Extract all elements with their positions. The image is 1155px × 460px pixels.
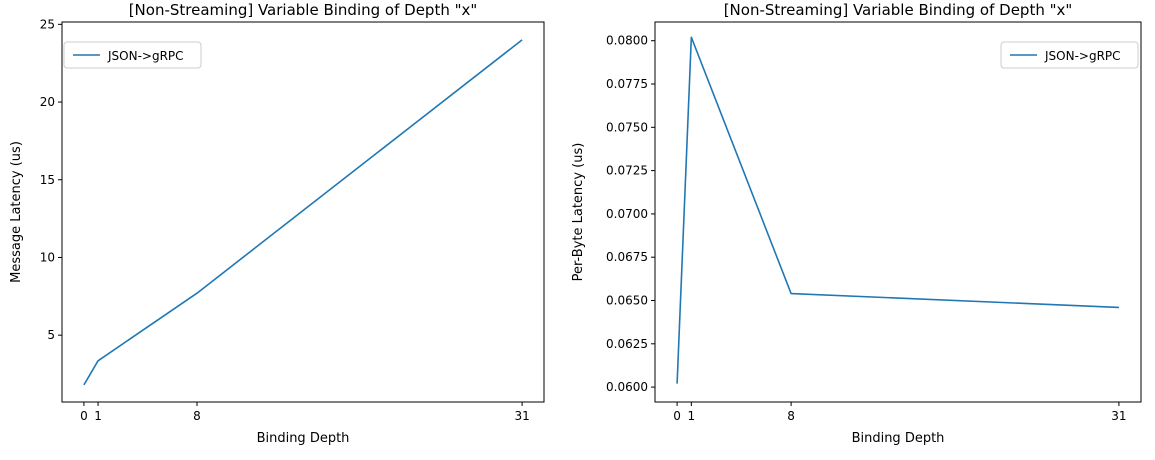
x-tick-label: 8	[787, 409, 795, 423]
y-tick-label: 0.0675	[606, 250, 648, 264]
y-tick-label: 0.0700	[606, 207, 648, 221]
x-axis-label: Binding Depth	[257, 431, 350, 446]
y-tick-label: 0.0625	[606, 337, 648, 351]
y-tick-label: 0.0800	[606, 34, 648, 48]
y-tick-label: 20	[40, 95, 55, 109]
chart-right: [Non-Streaming] Variable Binding of Dept…	[571, 1, 1142, 446]
y-tick-label: 15	[40, 173, 55, 187]
y-tick-label: 0.0725	[606, 164, 648, 178]
x-tick-label: 31	[514, 409, 529, 423]
legend-label: JSON->gRPC	[107, 49, 184, 63]
chart-title: [Non-Streaming] Variable Binding of Dept…	[129, 1, 478, 19]
y-tick-label: 0.0650	[606, 294, 648, 308]
x-tick-label: 1	[688, 409, 696, 423]
x-axis-label: Binding Depth	[852, 431, 945, 446]
tick-group: 0 1 8 31 0.0600 0.0625 0.0650 0.0675 0.0700 0.072…	[606, 34, 1127, 423]
series-group	[676, 36, 1119, 384]
x-tick-label: 0	[673, 409, 681, 423]
y-tick-label: 0.0600	[606, 380, 648, 394]
y-axis-label: Per-Byte Latency (us)	[571, 143, 586, 282]
chart-left: [Non-Streaming] Variable Binding of Dept…	[9, 1, 545, 446]
legend-box	[1000, 41, 1139, 69]
y-tick-label: 0.0750	[606, 120, 648, 134]
tick-group: 0 1 8 31 5 10 15 20 25	[40, 17, 530, 423]
y-tick-label: 25	[40, 17, 55, 31]
series-line-json-grpc	[676, 36, 1119, 384]
x-tick-label: 8	[193, 409, 201, 423]
chart-title: [Non-Streaming] Variable Binding of Dept…	[724, 1, 1073, 19]
x-tick-label: 0	[80, 409, 88, 423]
legend: JSON->gRPC	[63, 41, 202, 69]
plot-area-left	[61, 21, 545, 403]
legend: JSON->gRPC	[1000, 41, 1139, 69]
x-tick-label: 1	[94, 409, 102, 423]
y-axis-label: Message Latency (us)	[9, 141, 24, 283]
plot-area-right	[654, 21, 1142, 403]
legend-label: JSON->gRPC	[1044, 49, 1121, 63]
x-tick-label: 31	[1111, 409, 1126, 423]
series-line-json-grpc	[83, 39, 523, 386]
series-group	[83, 39, 523, 386]
y-tick-label: 10	[40, 250, 55, 264]
y-tick-label: 5	[47, 328, 55, 342]
y-tick-label: 0.0775	[606, 77, 648, 91]
legend-box	[63, 41, 202, 69]
